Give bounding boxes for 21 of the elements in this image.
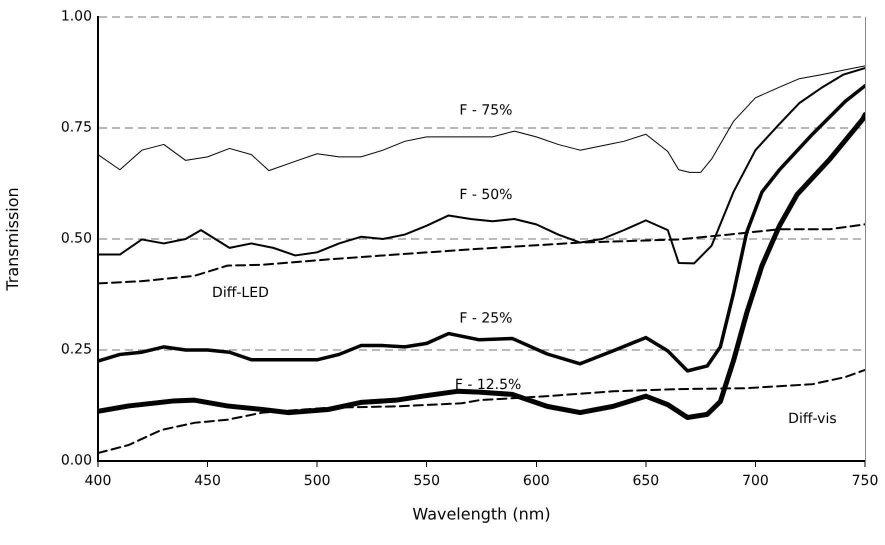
- series-label: Diff-vis: [788, 410, 837, 427]
- series-label: F - 50%: [459, 186, 512, 203]
- y-tick-label: 0.25: [60, 342, 92, 358]
- x-tick-label: 450: [194, 473, 221, 490]
- x-tick-label: 650: [632, 473, 660, 490]
- y-tick-label: 0.75: [60, 120, 92, 136]
- x-axis-title: Wavelength (nm): [412, 504, 551, 524]
- x-tick-label: 500: [304, 473, 331, 490]
- y-axis-title: Transmission: [2, 187, 22, 292]
- x-tick-label: 750: [852, 473, 878, 490]
- y-tick-label: 0.50: [60, 230, 92, 247]
- x-tick-label: 400: [84, 473, 112, 490]
- x-tick-label: 700: [742, 473, 769, 490]
- series-label: F - 75%: [459, 102, 512, 119]
- x-tick-label: 550: [413, 473, 440, 490]
- x-tick-label: 600: [522, 473, 550, 490]
- series-label: F - 25%: [459, 310, 512, 326]
- series-label: F - 12.5%: [454, 376, 522, 393]
- y-tick-label: 1.00: [60, 8, 92, 25]
- series-label: Diff-LED: [212, 284, 269, 301]
- y-tick-label: 0.00: [60, 452, 92, 469]
